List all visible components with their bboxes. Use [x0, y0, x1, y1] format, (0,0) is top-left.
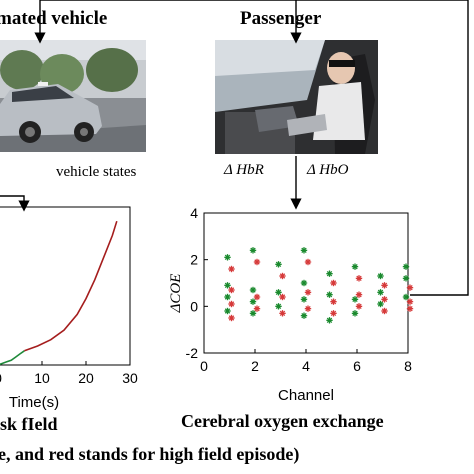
risk-x-axis-label: Time(s) [9, 394, 59, 411]
coe-point-green [275, 261, 282, 268]
coe-y-tick-label: 0 [190, 298, 198, 314]
coe-point-green [224, 293, 231, 301]
coe-point-green [351, 263, 359, 270]
coe-point-red [279, 272, 286, 280]
coe-point-red [304, 258, 312, 266]
coe-point-green [351, 296, 359, 303]
coe-y-tick-label: -2 [186, 345, 199, 361]
coe-point-red [330, 298, 337, 305]
coe-x-tick-label: 2 [251, 358, 259, 374]
coe-point-green [224, 254, 231, 261]
coe-x-axis-label: Channel [278, 387, 334, 404]
coe-point-red [304, 289, 312, 296]
coe-point-red [279, 293, 286, 301]
coe-point-red [330, 310, 337, 317]
coe-point-red [381, 282, 388, 289]
coe-y-tick-label: 2 [190, 252, 198, 268]
coe-point-green [249, 310, 257, 317]
vehicle-heading: mated vehicle [0, 8, 108, 29]
coe-y-axis-label: ΔCOE [170, 274, 184, 314]
coe-point-red [253, 305, 261, 312]
coe-point-green [224, 282, 231, 289]
coe-point-green [300, 247, 308, 254]
coe-x-tick-label: 8 [404, 358, 412, 374]
coe-point-red [406, 298, 414, 305]
risk-field-chart: 0 10 20 30 Time(s) [0, 206, 138, 411]
risk-line-red [24, 220, 118, 352]
coe-point-green [300, 312, 308, 319]
coe-point-red [406, 305, 414, 312]
coe-point-red [228, 314, 235, 322]
risk-x-tick-label: 20 [78, 370, 94, 386]
risk-plot-frame [0, 206, 131, 366]
right-feedback-line [372, 0, 469, 296]
coe-point-green [402, 293, 410, 301]
coe-point-green [300, 296, 308, 303]
vehicle-photo [0, 40, 146, 152]
coe-y-tick-label: 4 [190, 205, 198, 221]
coe-point-green [249, 286, 257, 294]
coe-point-green [326, 270, 333, 277]
coe-point-green [326, 291, 333, 298]
coe-point-red [355, 303, 363, 310]
coe-point-green [249, 247, 257, 254]
coe-point-green [249, 298, 257, 305]
caption: e, and red stands for high field episode… [0, 444, 300, 464]
coe-point-green [377, 300, 384, 308]
coe-point-green [377, 272, 384, 280]
coe-point-green [402, 275, 410, 282]
coe-point-red [406, 284, 414, 291]
risk-x-tick-label: 30 [122, 370, 138, 386]
coe-point-green [224, 307, 231, 315]
coe-point-red [228, 265, 235, 273]
coe-point-red [381, 296, 388, 303]
risk-x-tick-label: 10 [34, 370, 50, 386]
coe-x-tick-label: 0 [200, 358, 208, 374]
coe-point-red [253, 258, 261, 266]
risk-field-heading: sk fIeld [0, 414, 58, 434]
coe-point-red [253, 293, 261, 301]
hbr-label: Δ HbR [224, 162, 264, 178]
coe-point-green [377, 289, 384, 296]
passenger-photo [215, 40, 378, 154]
hbo-label: Δ HbO [307, 162, 349, 178]
coe-x-tick-label: 6 [353, 358, 361, 374]
risk-x-tick-label: 0 [0, 370, 2, 386]
coe-point-green [402, 263, 410, 270]
coe-point-green [275, 303, 282, 310]
coe-point-green [351, 310, 359, 317]
risk-line-green [0, 350, 25, 366]
coe-point-red [381, 307, 388, 315]
coe-x-tick-label: 4 [302, 358, 310, 374]
coe-point-red [355, 275, 363, 282]
coe-point-green [275, 289, 282, 296]
coe-heading: Cerebral oxygen exchange [181, 411, 384, 431]
coe-point-red [228, 300, 235, 308]
coe-point-red [279, 310, 286, 317]
coe-point-red [355, 291, 363, 298]
coe-point-red [228, 286, 235, 294]
coe-point-green [300, 279, 308, 287]
coe-point-red [330, 279, 337, 287]
coe-point-red [304, 305, 312, 312]
passenger-heading: Passenger [240, 8, 322, 29]
coe-point-green [326, 317, 333, 324]
vehicle-to-risk-arrow [0, 195, 30, 212]
vehicle-states-label: vehicle states [56, 164, 137, 180]
